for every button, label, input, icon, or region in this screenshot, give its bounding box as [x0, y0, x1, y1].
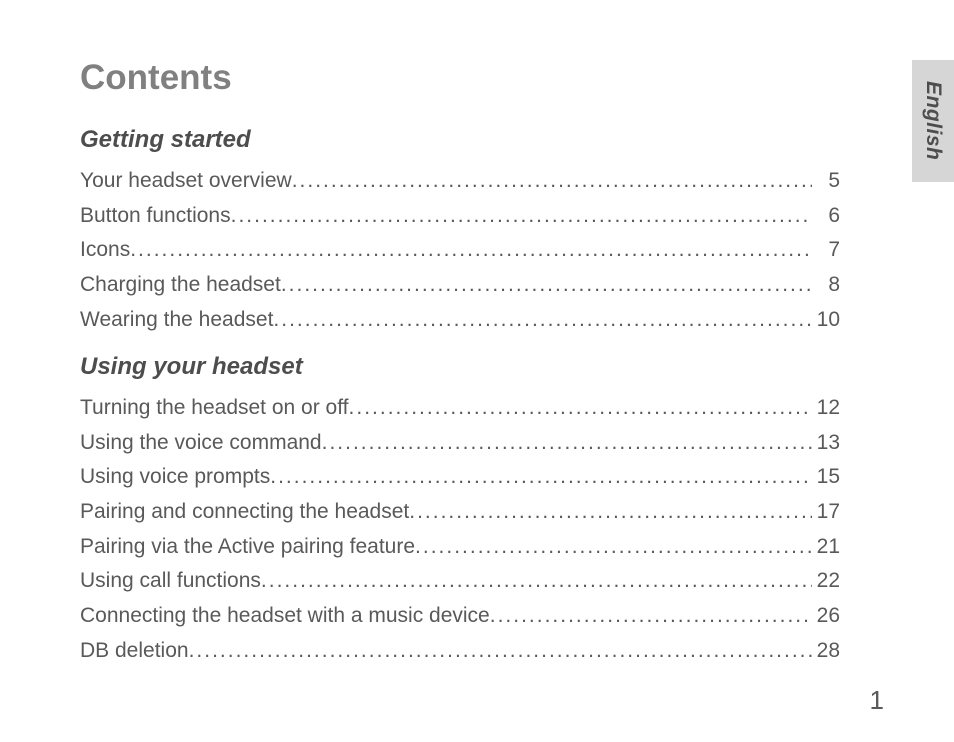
- toc-entry-label: Pairing and connecting the headset: [80, 495, 409, 530]
- contents-title: Contents: [80, 58, 840, 98]
- toc-entry: Using call functions....................…: [80, 564, 840, 599]
- toc-dot-leader: ........................................…: [189, 634, 812, 669]
- section-heading: Getting started: [80, 126, 840, 154]
- toc-entry-page: 13: [812, 426, 840, 461]
- toc-entry-page: 5: [812, 164, 840, 199]
- toc-dot-leader: ........................................…: [261, 564, 812, 599]
- toc-entry-label: Connecting the headset with a music devi…: [80, 599, 490, 634]
- toc-entry-page: 26: [812, 599, 840, 634]
- toc-entry-page: 6: [812, 199, 840, 234]
- toc-entry-label: Button functions: [80, 199, 231, 234]
- toc-entry-label: Using voice prompts: [80, 460, 270, 495]
- toc-entry-label: Wearing the headset: [80, 303, 273, 338]
- toc-entry-page: 28: [812, 634, 840, 669]
- toc-entry: Using voice prompts.....................…: [80, 460, 840, 495]
- toc-entry-page: 17: [812, 495, 840, 530]
- toc-entry-label: Pairing via the Active pairing feature: [80, 530, 415, 565]
- toc-dot-leader: ........................................…: [270, 460, 812, 495]
- toc-dot-leader: ........................................…: [130, 233, 812, 268]
- toc-entry-page: 8: [812, 268, 840, 303]
- toc-entry: Using the voice command.................…: [80, 426, 840, 461]
- page-content: Contents Getting started Your headset ove…: [80, 58, 840, 668]
- toc-entry-label: DB deletion: [80, 634, 189, 669]
- toc-entry-page: 22: [812, 564, 840, 599]
- toc-dot-leader: ........................................…: [322, 426, 812, 461]
- toc-entry: Connecting the headset with a music devi…: [80, 599, 840, 634]
- toc-entry-label: Icons: [80, 233, 130, 268]
- toc-entry: Pairing and connecting the headset......…: [80, 495, 840, 530]
- toc-entry-label: Charging the headset: [80, 268, 281, 303]
- page-number: 1: [870, 685, 884, 716]
- toc-dot-leader: ........................................…: [490, 599, 812, 634]
- toc-dot-leader: ........................................…: [231, 199, 812, 234]
- toc-sections: Getting started Your headset overview....…: [80, 126, 840, 668]
- toc-entry-page: 7: [812, 233, 840, 268]
- toc-dot-leader: ........................................…: [281, 268, 812, 303]
- toc-entry: Your headset overview...................…: [80, 164, 840, 199]
- language-tab-label: English: [921, 81, 945, 160]
- toc-entry: Wearing the headset.....................…: [80, 303, 840, 338]
- toc-entry: DB deletion.............................…: [80, 634, 840, 669]
- toc-entry: Icons...................................…: [80, 233, 840, 268]
- toc-entry: Button functions........................…: [80, 199, 840, 234]
- language-tab: English: [912, 60, 954, 182]
- toc-entry-label: Turning the headset on or off: [80, 391, 349, 426]
- toc-entry-label: Using the voice command: [80, 426, 322, 461]
- toc-dot-leader: ........................................…: [273, 303, 812, 338]
- toc-dot-leader: ........................................…: [409, 495, 812, 530]
- toc-dot-leader: ........................................…: [349, 391, 812, 426]
- toc-entry-page: 15: [812, 460, 840, 495]
- toc-dot-leader: ........................................…: [292, 164, 812, 199]
- toc-entry-page: 10: [812, 303, 840, 338]
- toc-entry-page: 12: [812, 391, 840, 426]
- toc-entry-page: 21: [812, 530, 840, 565]
- toc-entry: Charging the headset....................…: [80, 268, 840, 303]
- section-heading: Using your headset: [80, 353, 840, 381]
- toc-dot-leader: ........................................…: [415, 530, 812, 565]
- toc-entry: Turning the headset on or off...........…: [80, 391, 840, 426]
- toc-entry-label: Using call functions: [80, 564, 261, 599]
- toc-entry: Pairing via the Active pairing feature..…: [80, 530, 840, 565]
- toc-entry-label: Your headset overview: [80, 164, 292, 199]
